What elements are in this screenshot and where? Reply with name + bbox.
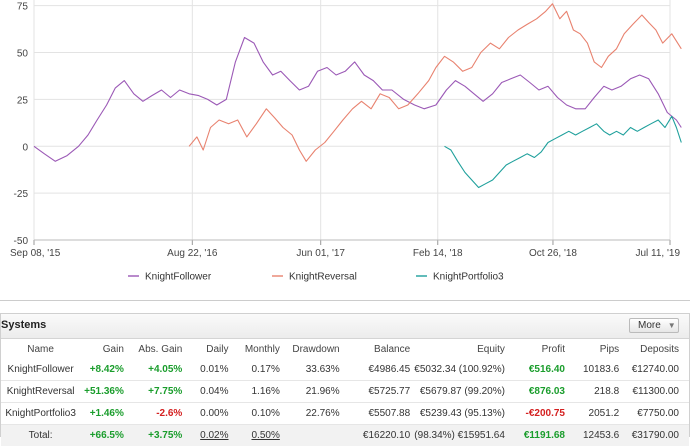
total-drawdown-cell bbox=[281, 425, 341, 446]
total-deposits-cell: €31790.00 bbox=[620, 425, 689, 446]
col-gain: Gain bbox=[80, 339, 125, 359]
total-equity-cell: (98.34%) €15951.64 bbox=[411, 425, 506, 446]
equity-pct: (95.13%) bbox=[464, 408, 505, 419]
y-tick-label: 25 bbox=[17, 95, 29, 106]
y-tick-label: -25 bbox=[14, 189, 29, 200]
col-pips: Pips bbox=[566, 339, 620, 359]
deposits-cell: €7750.00 bbox=[620, 403, 689, 425]
table-row: KnightFollower +8.42% +4.05% 0.01% 0.17%… bbox=[1, 359, 689, 381]
abs-gain-cell: +4.05% bbox=[125, 359, 183, 381]
total-label: Total: bbox=[1, 425, 80, 446]
systems-table: Name Gain Abs. Gain Daily Monthly Drawdo… bbox=[1, 339, 689, 446]
system-name-link[interactable]: KnightFollower bbox=[1, 359, 80, 381]
col-daily: Daily bbox=[183, 339, 229, 359]
pips-cell: 10183.6 bbox=[566, 359, 620, 381]
y-tick-label: 0 bbox=[22, 142, 28, 153]
systems-panel-header: Systems More ▼ bbox=[1, 314, 689, 339]
daily-cell: 0.00% bbox=[183, 403, 229, 425]
x-tick-label: Oct 26, '18 bbox=[529, 248, 577, 259]
pips-cell: 2051.2 bbox=[566, 403, 620, 425]
gain-cell: +8.42% bbox=[80, 359, 125, 381]
more-button[interactable]: More ▼ bbox=[629, 318, 679, 333]
total-pips-cell: 12453.6 bbox=[566, 425, 620, 446]
col-name: Name bbox=[1, 339, 80, 359]
table-row: KnightReversal +51.36% +7.75% 0.04% 1.16… bbox=[1, 381, 689, 403]
monthly-cell: 1.16% bbox=[230, 381, 281, 403]
equity-cell: €5032.34 (100.92%) bbox=[411, 359, 506, 381]
balance-cell: €5725.77 bbox=[341, 381, 412, 403]
drawdown-cell: 33.63% bbox=[281, 359, 341, 381]
x-tick-label: Jun 01, '17 bbox=[296, 248, 345, 259]
total-monthly-cell: 0.50% bbox=[230, 425, 281, 446]
x-tick-label: Feb 14, '18 bbox=[413, 248, 463, 259]
total-daily-cell: 0.02% bbox=[183, 425, 229, 446]
x-tick-label: Aug 22, '16 bbox=[167, 248, 218, 259]
system-name-link[interactable]: KnightReversal bbox=[1, 381, 80, 403]
profit-cell: €516.40 bbox=[506, 359, 566, 381]
deposits-cell: €12740.00 bbox=[620, 359, 689, 381]
drawdown-cell: 22.76% bbox=[281, 403, 341, 425]
more-button-label: More bbox=[638, 320, 661, 331]
drawdown-cell: 21.96% bbox=[281, 381, 341, 403]
monthly-cell: 0.10% bbox=[230, 403, 281, 425]
balance-cell: €5507.88 bbox=[341, 403, 412, 425]
table-row: KnightPortfolio3 +1.46% -2.6% 0.00% 0.10… bbox=[1, 403, 689, 425]
equity-cell-value: €5032.34 bbox=[414, 364, 456, 375]
y-tick-label: -50 bbox=[14, 236, 29, 247]
col-balance: Balance bbox=[341, 339, 412, 359]
col-equity: Equity bbox=[411, 339, 506, 359]
y-tick-label: 75 bbox=[17, 2, 29, 13]
legend-label: KnightReversal bbox=[289, 272, 357, 283]
legend-label: KnightFollower bbox=[145, 272, 212, 283]
chevron-down-icon: ▼ bbox=[668, 321, 676, 330]
col-deposits: Deposits bbox=[620, 339, 689, 359]
equity-cell-value: €5679.87 bbox=[420, 386, 462, 397]
abs-gain-cell: +7.75% bbox=[125, 381, 183, 403]
equity-cell-value: €5239.43 bbox=[420, 408, 462, 419]
system-name-link[interactable]: KnightPortfolio3 bbox=[1, 403, 80, 425]
total-gain-cell: +66.5% bbox=[80, 425, 125, 446]
daily-cell: 0.01% bbox=[183, 359, 229, 381]
monthly-cell: 0.17% bbox=[230, 359, 281, 381]
total-row: Total: +66.5% +3.75% 0.02% 0.50% €16220.… bbox=[1, 425, 689, 446]
profit-cell: €876.03 bbox=[506, 381, 566, 403]
y-tick-label: 50 bbox=[17, 49, 29, 60]
col-monthly: Monthly bbox=[230, 339, 281, 359]
profit-cell: -€200.75 bbox=[506, 403, 566, 425]
deposits-cell: €11300.00 bbox=[620, 381, 689, 403]
series-line-KnightPortfolio3 bbox=[445, 116, 682, 187]
systems-panel: Systems More ▼ Name Gain Abs. Gain Daily… bbox=[0, 313, 690, 437]
col-profit: Profit bbox=[506, 339, 566, 359]
equity-cell: €5679.87 (99.20%) bbox=[411, 381, 506, 403]
equity-pct: (100.92%) bbox=[459, 364, 505, 375]
balance-cell: €4986.45 bbox=[341, 359, 412, 381]
x-tick-label: Jul 11, '19 bbox=[635, 248, 680, 259]
total-profit-cell: €1191.68 bbox=[506, 425, 566, 446]
abs-gain-cell: -2.6% bbox=[125, 403, 183, 425]
total-balance-cell: €16220.10 bbox=[341, 425, 412, 446]
gain-cell: +1.46% bbox=[80, 403, 125, 425]
daily-cell: 0.04% bbox=[183, 381, 229, 403]
col-drawdown: Drawdown bbox=[281, 339, 341, 359]
pips-cell: 218.8 bbox=[566, 381, 620, 403]
systems-title: Systems bbox=[1, 319, 46, 331]
total-abs-gain-cell: +3.75% bbox=[125, 425, 183, 446]
col-abs-gain: Abs. Gain bbox=[125, 339, 183, 359]
x-tick-label: Sep 08, '15 bbox=[10, 248, 61, 259]
series-line-KnightReversal bbox=[189, 4, 681, 162]
table-header-row: Name Gain Abs. Gain Daily Monthly Drawdo… bbox=[1, 339, 689, 359]
equity-pct: (99.20%) bbox=[464, 386, 505, 397]
legend-label: KnightPortfolio3 bbox=[433, 272, 504, 283]
equity-cell: €5239.43 (95.13%) bbox=[411, 403, 506, 425]
gain-cell: +51.36% bbox=[80, 381, 125, 403]
